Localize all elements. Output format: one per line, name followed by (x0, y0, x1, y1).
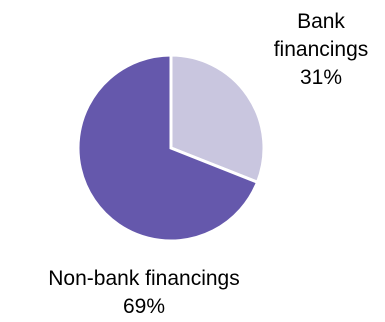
pie-slice-non-bank (76, 53, 260, 243)
slice-percent-non-bank: 69% (123, 295, 165, 318)
slice-label-non-bank: Non-bank financings 69% (48, 267, 239, 318)
slice-label-bank: Bank financings 31% (274, 10, 369, 89)
slice-percent-bank: 31% (300, 66, 342, 89)
slice-label-bank-line-1: Bank (297, 10, 345, 33)
pie-slice-bank (169, 53, 266, 185)
slice-label-non-bank-line-1: Non-bank financings (48, 267, 239, 290)
slice-label-bank-line-2: financings (274, 38, 369, 61)
pie-slices (76, 53, 266, 243)
